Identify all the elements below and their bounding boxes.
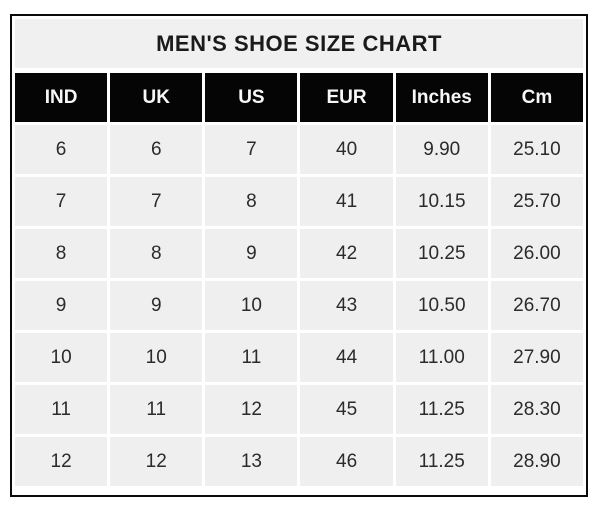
table-cell: 40 bbox=[300, 125, 393, 174]
table-cell: 11 bbox=[110, 385, 203, 434]
table-cell: 10.25 bbox=[395, 229, 488, 278]
table-cell: 8 bbox=[205, 177, 298, 226]
header-cell-ind: IND bbox=[15, 73, 108, 122]
table-cell: 10 bbox=[15, 333, 108, 382]
table-cell: 13 bbox=[205, 437, 298, 486]
table-cell: 9.90 bbox=[395, 125, 488, 174]
table-cell: 10 bbox=[205, 281, 298, 330]
table-cell: 7 bbox=[110, 177, 203, 226]
table-cell: 12 bbox=[205, 385, 298, 434]
table-cell: 46 bbox=[300, 437, 393, 486]
chart-title-bar: MEN'S SHOE SIZE CHART bbox=[15, 19, 583, 68]
table-cell: 8 bbox=[110, 229, 203, 278]
table-cell: 25.70 bbox=[490, 177, 583, 226]
table-cell: 28.30 bbox=[490, 385, 583, 434]
table-cell: 11 bbox=[205, 333, 298, 382]
table-cell: 26.70 bbox=[490, 281, 583, 330]
table-cell: 12 bbox=[110, 437, 203, 486]
table-cell: 11 bbox=[15, 385, 108, 434]
table-cell: 10 bbox=[110, 333, 203, 382]
table-cell: 11.25 bbox=[395, 385, 488, 434]
header-cell-cm: Cm bbox=[490, 73, 583, 122]
table-cell: 11.00 bbox=[395, 333, 488, 382]
table-cell: 42 bbox=[300, 229, 393, 278]
table-cell: 7 bbox=[15, 177, 108, 226]
table-cell: 45 bbox=[300, 385, 393, 434]
table-cell: 10.50 bbox=[395, 281, 488, 330]
table-cell: 28.90 bbox=[490, 437, 583, 486]
header-cell-us: US bbox=[205, 73, 298, 122]
header-cell-uk: UK bbox=[110, 73, 203, 122]
header-cell-inches: Inches bbox=[395, 73, 488, 122]
table-cell: 11.25 bbox=[395, 437, 488, 486]
table-cell: 7 bbox=[205, 125, 298, 174]
table-cell: 25.10 bbox=[490, 125, 583, 174]
table-cell: 6 bbox=[15, 125, 108, 174]
table-cell: 6 bbox=[110, 125, 203, 174]
table-cell: 9 bbox=[15, 281, 108, 330]
table-cell: 26.00 bbox=[490, 229, 583, 278]
table-cell: 41 bbox=[300, 177, 393, 226]
chart-frame: MEN'S SHOE SIZE CHART IND UK US EUR Inch… bbox=[10, 14, 588, 497]
chart-title: MEN'S SHOE SIZE CHART bbox=[156, 30, 442, 56]
table-cell: 10.15 bbox=[395, 177, 488, 226]
table-cell: 12 bbox=[15, 437, 108, 486]
table-cell: 9 bbox=[110, 281, 203, 330]
table-cell: 27.90 bbox=[490, 333, 583, 382]
table-cell: 43 bbox=[300, 281, 393, 330]
table-cell: 9 bbox=[205, 229, 298, 278]
table-cell: 44 bbox=[300, 333, 393, 382]
header-cell-eur: EUR bbox=[300, 73, 393, 122]
size-table: IND UK US EUR Inches Cm 6 6 7 40 9.90 25… bbox=[15, 73, 583, 486]
table-cell: 8 bbox=[15, 229, 108, 278]
